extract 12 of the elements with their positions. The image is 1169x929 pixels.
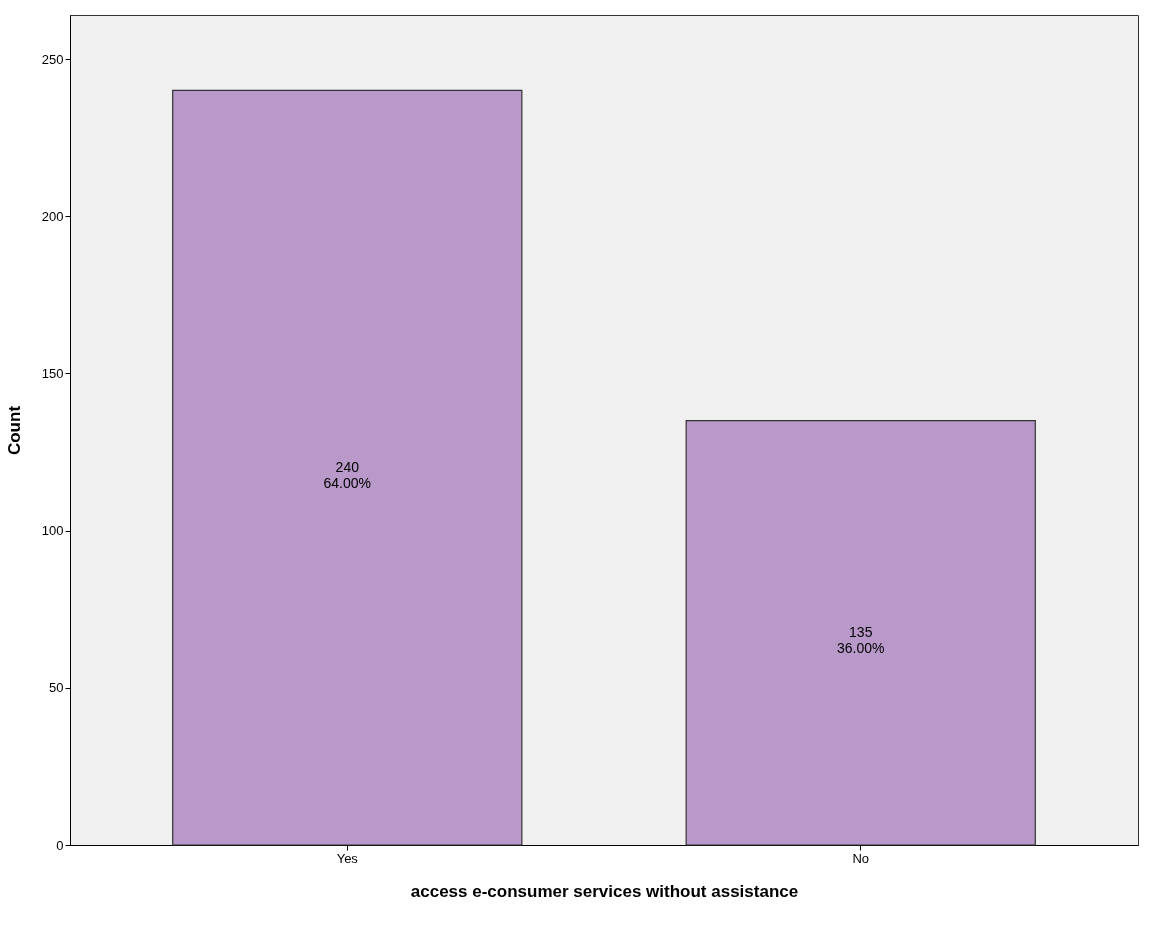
text: 240 64.00% (323, 458, 372, 491)
y-tick-label: 250 (41, 51, 64, 67)
x-axis-title: access e-consumer services without assistance (410, 881, 799, 901)
y-tick-label: 0 (56, 837, 64, 853)
x-tick-label: Yes (336, 850, 359, 866)
y-tick-label: 150 (41, 365, 64, 381)
text: 135 36.00% (836, 623, 885, 656)
y-tick-label: 50 (49, 680, 64, 696)
x-tick-label: No (852, 850, 870, 866)
y-tick-label: 200 (41, 208, 64, 224)
y-tick-label: 100 (41, 523, 64, 539)
y-axis-title: Count (4, 405, 24, 456)
